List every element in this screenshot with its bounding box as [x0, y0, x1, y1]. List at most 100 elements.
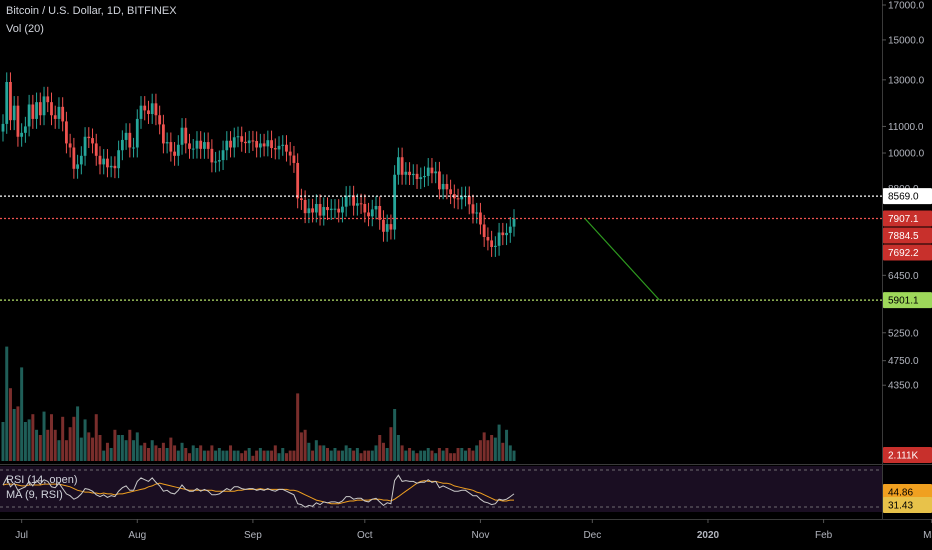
candle-body — [508, 226, 512, 233]
candle-body — [493, 245, 497, 247]
rsi-legend[interactable]: RSI (14, open) — [6, 474, 78, 486]
candle-body — [38, 102, 42, 116]
candle-body — [370, 209, 374, 217]
volume-bar — [105, 442, 109, 461]
price-tick-label: 5250.0 — [888, 328, 919, 339]
candle-body — [83, 136, 87, 156]
support-price-tag-bg — [883, 292, 932, 309]
price-tick-label: 6450.0 — [888, 271, 919, 282]
rsi-value-tag: 44.86 — [888, 488, 913, 499]
volume-tag: 2.111K — [888, 451, 919, 462]
volume-bar — [232, 450, 236, 461]
volume-bar — [378, 435, 382, 461]
candle-body — [102, 158, 106, 165]
candle-body — [486, 237, 490, 241]
candlesticks — [1, 72, 516, 257]
chart-title[interactable]: Bitcoin / U.S. Dollar, 1D, BITFINEX — [6, 5, 177, 17]
volume-bar — [292, 450, 296, 461]
grid-lines — [0, 0, 932, 520]
volume-bar — [16, 406, 20, 461]
level-lines — [0, 195, 882, 301]
volume-bar — [38, 435, 42, 461]
candle-body — [72, 147, 76, 169]
candle-body — [419, 177, 423, 180]
volume-bar — [284, 453, 288, 461]
volume-bar — [214, 450, 218, 461]
price-tick-label: 11000.0 — [888, 122, 924, 133]
volume-bar — [8, 388, 12, 461]
candle-body — [180, 127, 184, 145]
rsi-panel — [0, 466, 882, 512]
rsi-ma-legend[interactable]: MA (9, RSI) — [6, 489, 63, 501]
volume-bars — [1, 346, 516, 461]
candle-body — [188, 143, 191, 149]
volume-bar — [158, 448, 162, 461]
volume-bar — [508, 445, 512, 461]
candle-body — [98, 155, 102, 165]
volume-bar — [98, 435, 102, 461]
candle-body — [173, 151, 176, 156]
volume-bar — [307, 442, 311, 461]
candle-body — [109, 165, 113, 168]
low-price-tag: 7692.2 — [888, 248, 919, 259]
volume-bar — [64, 440, 68, 461]
volume-bar — [42, 411, 46, 461]
volume-legend[interactable]: Vol (20) — [6, 23, 44, 35]
projection-trendline — [584, 218, 660, 301]
candle-body — [184, 127, 188, 144]
volume-bar — [329, 450, 333, 461]
candle-body — [307, 208, 311, 214]
volume-bar — [270, 450, 274, 461]
volume-bar — [91, 437, 95, 461]
volume-bar — [333, 448, 337, 461]
candle-body — [497, 232, 501, 246]
volume-bar — [57, 440, 61, 461]
volume-bar — [288, 450, 292, 461]
candle-body — [217, 160, 221, 162]
candle-body — [400, 157, 404, 175]
candle-body — [191, 148, 195, 150]
volume-bar — [367, 450, 371, 461]
candle-body — [281, 144, 285, 146]
volume-bar — [68, 427, 72, 461]
volume-bar — [393, 409, 397, 461]
volume-bar — [247, 448, 251, 461]
candle-body — [288, 151, 292, 156]
volume-bar — [35, 429, 39, 461]
volume-bar — [437, 448, 441, 461]
candle-body — [314, 203, 318, 213]
candle-body — [303, 199, 307, 214]
volume-bar — [154, 445, 158, 461]
price-tick-label: 15000.0 — [888, 35, 925, 46]
volume-bar — [299, 432, 303, 461]
candle-body — [57, 106, 61, 119]
candle-body — [273, 148, 277, 150]
volume-bar — [240, 453, 244, 461]
volume-bar — [251, 455, 255, 461]
time-axis[interactable]: Jul Aug Sep Oct Nov Dec 2020 Feb Mar — [15, 519, 932, 541]
candle-body — [236, 136, 240, 138]
candle-body — [240, 136, 244, 142]
volume-bar — [348, 448, 352, 461]
volume-bar — [363, 450, 367, 461]
candle-body — [378, 206, 382, 220]
volume-bar — [165, 448, 169, 461]
price-tick-label: 4750.0 — [888, 356, 919, 367]
candle-body — [247, 140, 251, 144]
candle-body — [117, 150, 121, 169]
candle-body — [1, 123, 5, 132]
candle-body — [285, 144, 288, 152]
current-price-tag: 7907.1 — [888, 214, 919, 225]
volume-bar — [76, 406, 80, 461]
rsi-panel-background — [0, 466, 882, 512]
volume-bar — [452, 453, 456, 461]
candle-body — [322, 207, 326, 216]
candle-body — [452, 194, 456, 199]
volume-bar — [143, 442, 147, 461]
volume-bar — [117, 435, 121, 461]
time-tick-label: Aug — [128, 530, 146, 541]
candle-body — [229, 140, 232, 148]
candle-body — [385, 224, 389, 232]
volume-bar — [258, 448, 262, 461]
